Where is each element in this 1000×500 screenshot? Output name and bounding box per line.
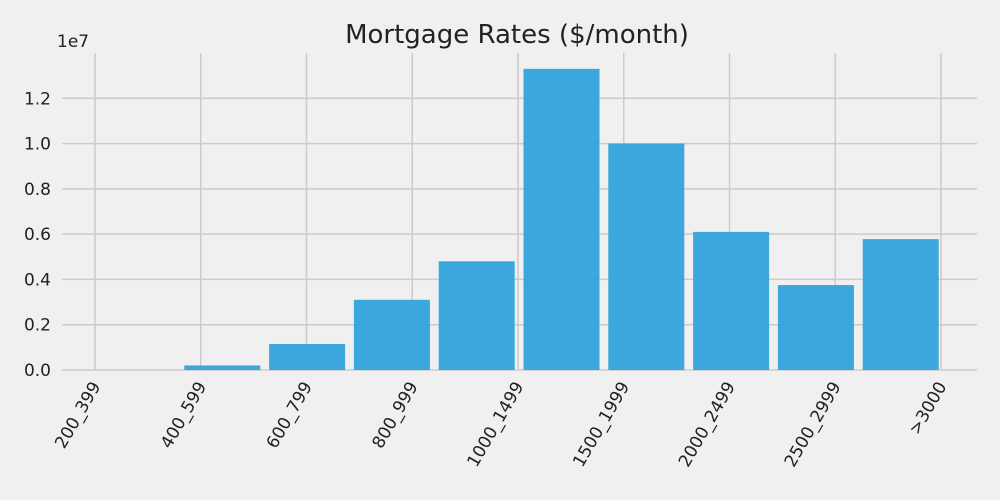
bar bbox=[269, 343, 346, 370]
x-tick-label: 800_999 bbox=[369, 379, 423, 453]
bar bbox=[862, 239, 939, 370]
y-tick-label: 1.0 bbox=[24, 135, 51, 155]
y-tick-label: 0.2 bbox=[24, 316, 51, 336]
x-tick-labels: 200_399 400_599 600_799 800_999 1000_1499 150… bbox=[51, 379, 951, 471]
x-tick-label: 2500_2999 bbox=[781, 379, 846, 471]
x-tick-label: 2000_2499 bbox=[675, 379, 740, 471]
x-tick-label: 200_399 bbox=[51, 379, 105, 453]
x-tick-label: 400_599 bbox=[157, 379, 211, 453]
bar bbox=[523, 68, 600, 370]
chart-title: Mortgage Rates ($/month) bbox=[345, 20, 689, 50]
y-tick-labels: 0.0 0.2 0.4 0.6 0.8 1.0 1.2 bbox=[24, 89, 51, 381]
bar bbox=[438, 261, 515, 370]
y-tick-label: 1.2 bbox=[24, 89, 51, 109]
y-tick-label: 0.6 bbox=[24, 225, 51, 245]
y-offset-label: 1e7 bbox=[57, 32, 89, 52]
bar bbox=[693, 231, 770, 370]
bar bbox=[353, 299, 430, 370]
bars bbox=[184, 68, 939, 370]
x-tick-label: 1000_1499 bbox=[463, 379, 528, 471]
bar bbox=[184, 365, 261, 370]
y-tick-label: 0.8 bbox=[24, 180, 51, 200]
bar bbox=[777, 285, 854, 370]
x-tick-label: 1500_1999 bbox=[569, 379, 634, 471]
bar bbox=[608, 143, 685, 370]
x-tick-label: >3000 bbox=[905, 379, 951, 439]
y-tick-label: 0.4 bbox=[24, 270, 51, 290]
y-tick-label: 0.0 bbox=[24, 361, 51, 381]
x-tick-label: 600_799 bbox=[263, 379, 317, 453]
